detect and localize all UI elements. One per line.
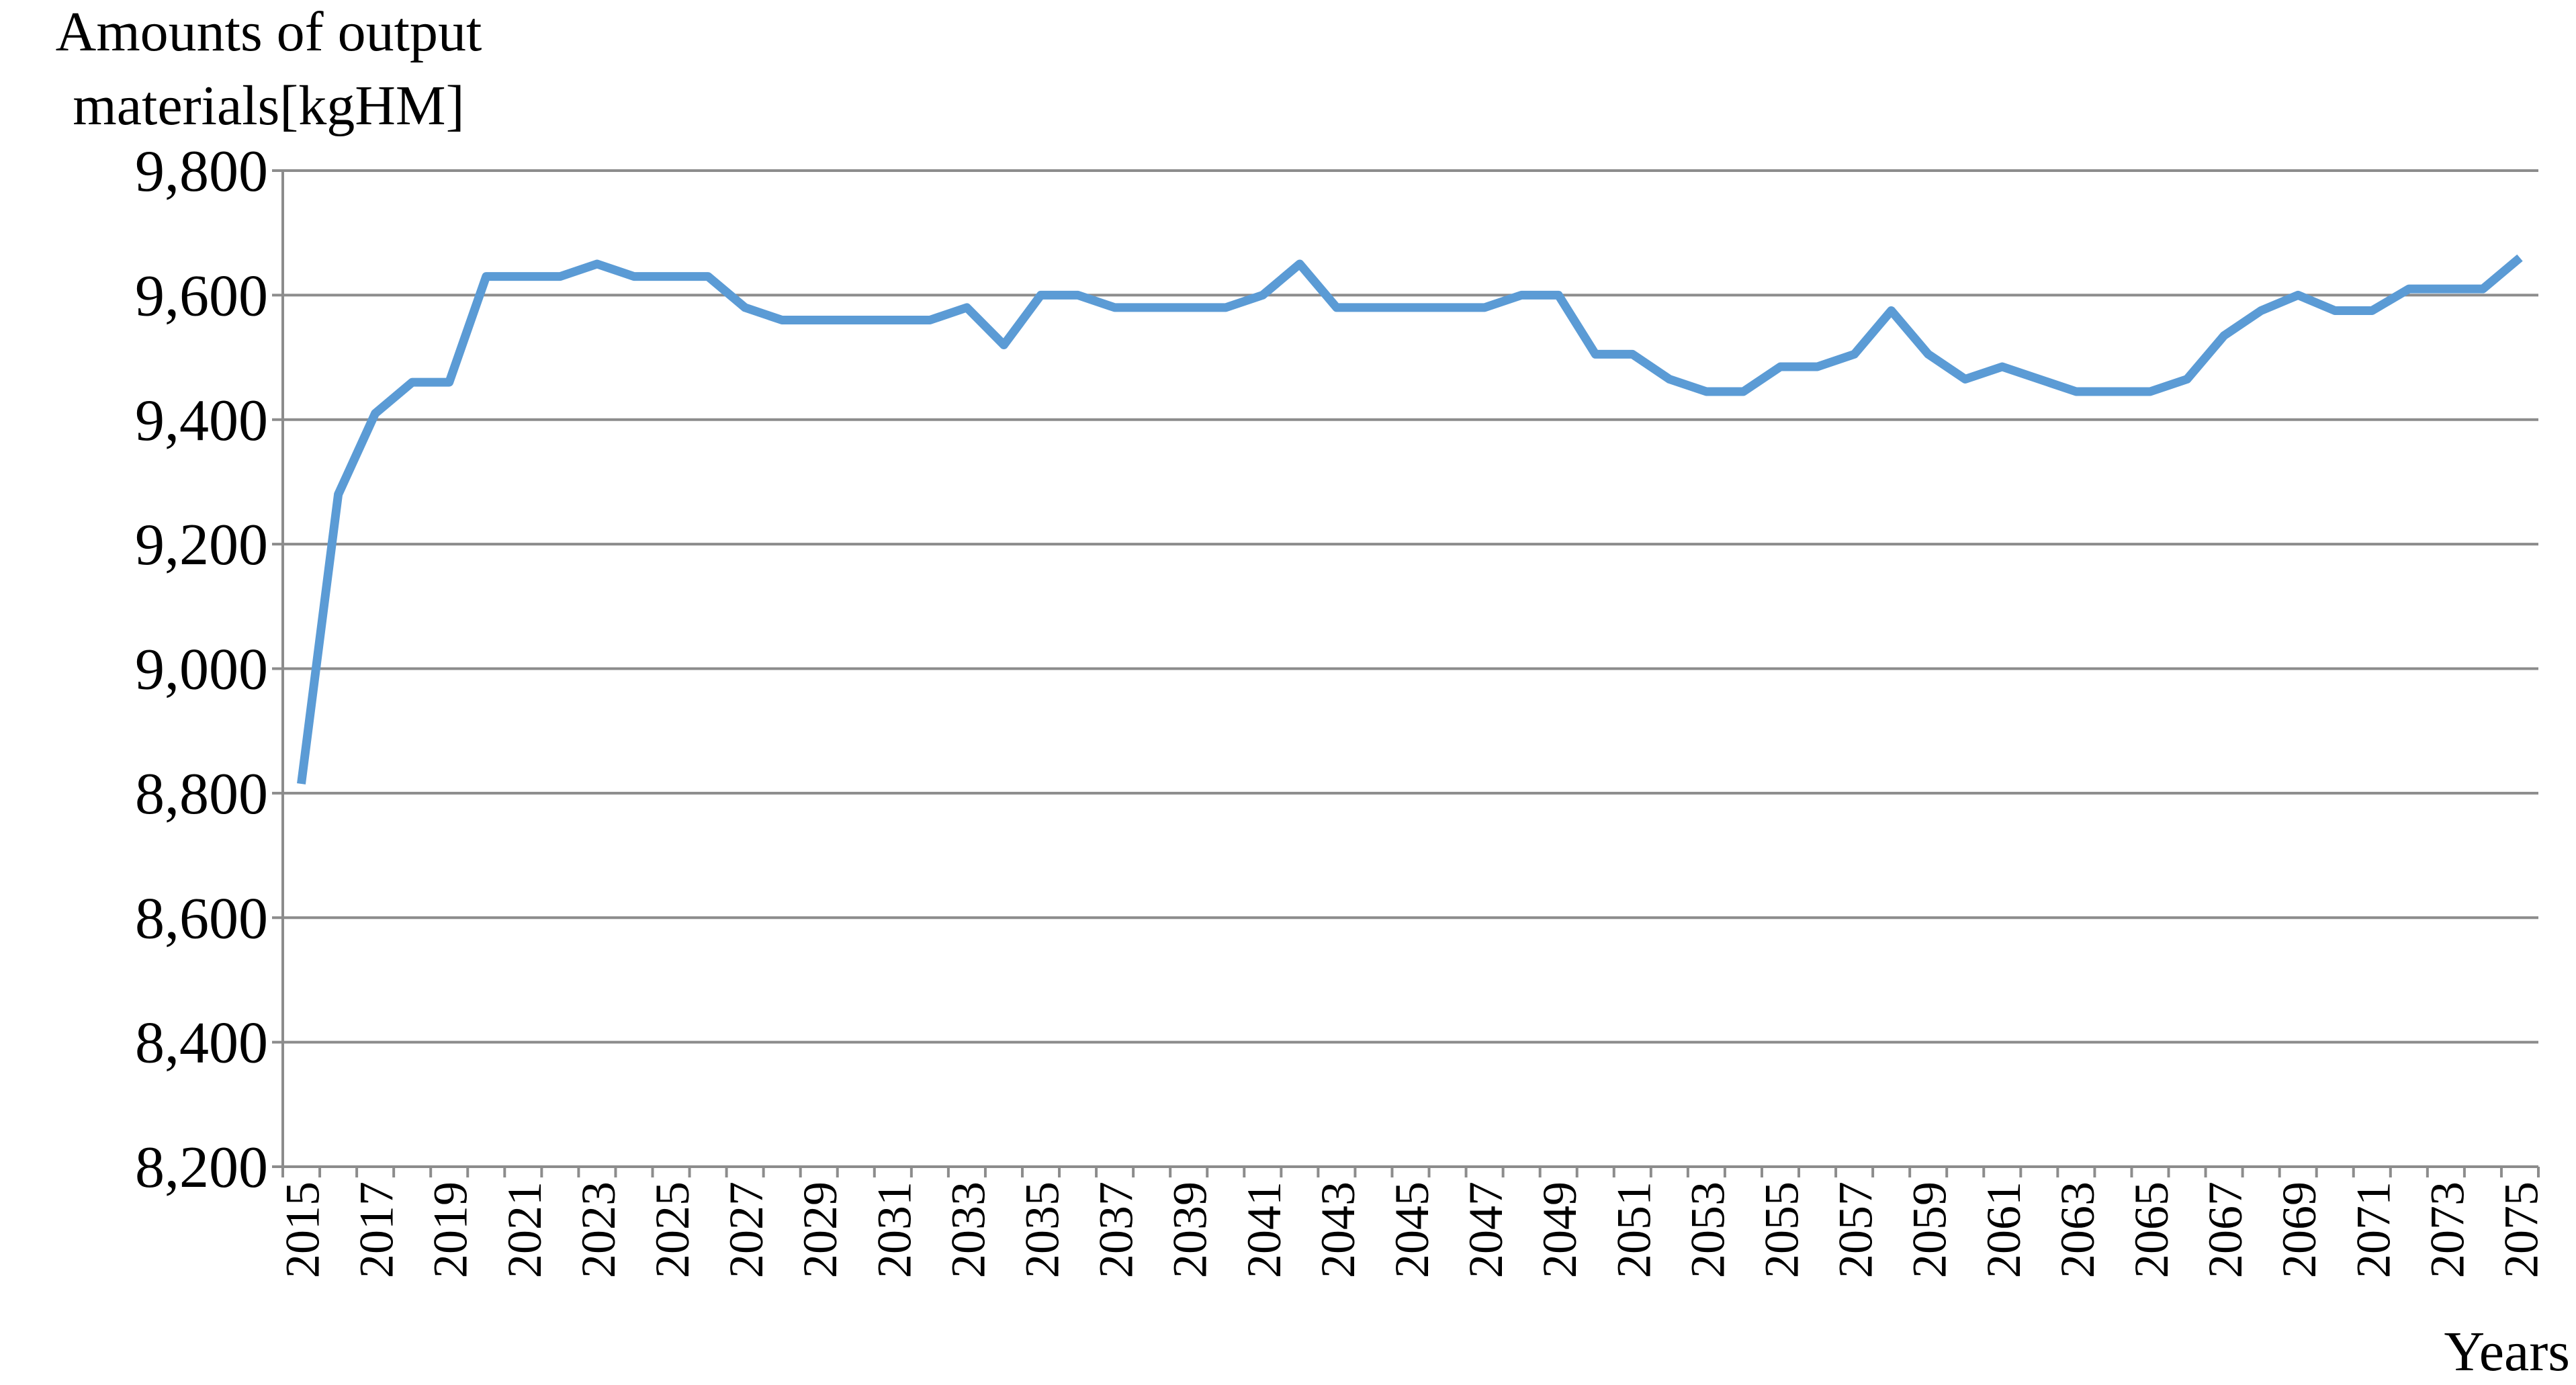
y-tick-label: 9,800 <box>135 139 268 204</box>
x-tick-label: 2021 <box>498 1181 551 1278</box>
y-tick-label: 9,600 <box>135 263 268 328</box>
y-tick-label: 9,400 <box>135 388 268 453</box>
x-tick-label: 2031 <box>867 1181 921 1278</box>
x-tick-label: 2025 <box>646 1181 699 1278</box>
x-tick-label: 2037 <box>1090 1181 1143 1278</box>
y-axis-label: materials[kgHM] <box>73 75 464 137</box>
x-tick-label: 2065 <box>2125 1181 2178 1278</box>
x-tick-label: 2057 <box>1829 1181 1883 1278</box>
x-tick-label: 2045 <box>1385 1181 1439 1278</box>
x-tick-label: 2051 <box>1607 1181 1660 1278</box>
y-tick-label: 8,800 <box>135 762 268 827</box>
x-tick-label: 2017 <box>350 1181 404 1278</box>
x-tick-label: 2041 <box>1237 1181 1291 1278</box>
x-tick-label: 2047 <box>1459 1181 1513 1278</box>
x-tick-label: 2033 <box>941 1181 995 1278</box>
x-axis-label: Years <box>2444 1321 2570 1383</box>
x-tick-label: 2029 <box>793 1181 847 1278</box>
x-tick-label: 2069 <box>2272 1181 2326 1278</box>
x-tick-label: 2039 <box>1163 1181 1217 1278</box>
y-tick-label: 8,400 <box>135 1011 268 1076</box>
x-tick-label: 2063 <box>2051 1181 2104 1278</box>
x-tick-label: 2043 <box>1311 1181 1365 1278</box>
x-tick-label: 2075 <box>2494 1181 2548 1278</box>
y-tick-label: 9,000 <box>135 637 268 703</box>
x-tick-label: 2067 <box>2199 1181 2252 1278</box>
x-tick-label: 2073 <box>2420 1181 2474 1278</box>
x-tick-label: 2015 <box>276 1181 330 1278</box>
x-tick-label: 2055 <box>1755 1181 1808 1278</box>
x-tick-label: 2035 <box>1016 1181 1069 1278</box>
x-tick-label: 2049 <box>1533 1181 1587 1278</box>
x-tick-label: 2053 <box>1681 1181 1734 1278</box>
x-tick-label: 2071 <box>2346 1181 2400 1278</box>
x-tick-label: 2023 <box>572 1181 625 1278</box>
y-tick-label: 9,200 <box>135 512 268 578</box>
x-tick-label: 2027 <box>719 1181 773 1278</box>
x-tick-label: 2061 <box>1977 1181 2031 1278</box>
y-axis-label: Amounts of output <box>56 1 482 63</box>
y-tick-label: 8,200 <box>135 1135 268 1200</box>
y-tick-label: 8,600 <box>135 886 268 951</box>
x-tick-label: 2019 <box>424 1181 478 1278</box>
data-line <box>297 254 2523 785</box>
x-tick-label: 2059 <box>1903 1181 1957 1278</box>
